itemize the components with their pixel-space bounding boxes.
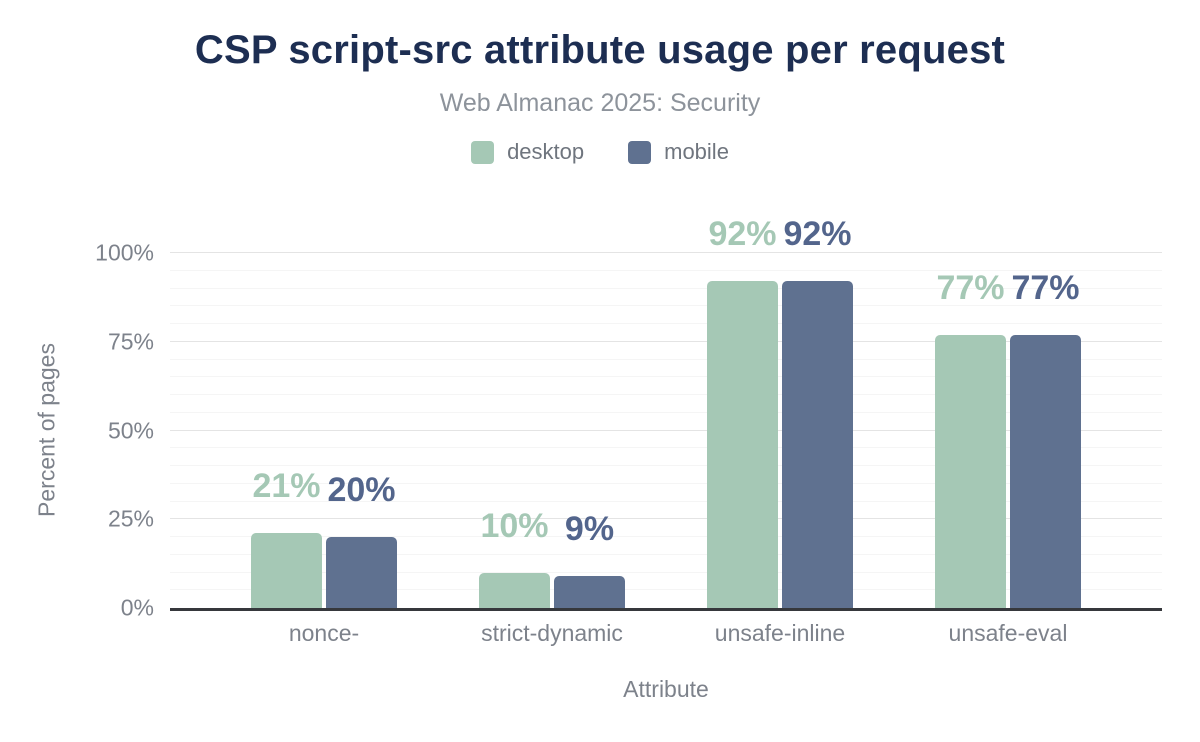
legend-item-desktop[interactable]: desktop [471,139,584,165]
desktop-bar[interactable]: 77% [935,271,1006,608]
plot-area: 21% 20% nonce- 10% 9% strict-dynamic 92% 92% uns… [170,217,1162,646]
y-tick-label: 25% [107,505,154,532]
desktop-value-label: 77% [936,268,1005,307]
bar-pair: 21% 20% [251,469,397,608]
minor-gridline [170,376,1162,378]
minor-gridline [170,287,1162,289]
legend-label-desktop: desktop [507,139,585,164]
bar-group-nonce-: 21% 20% nonce- [210,253,438,646]
minor-gridline [170,589,1162,591]
bar-group-strict-dynamic: 10% 9% strict-dynamic [438,253,666,646]
minor-gridline [170,323,1162,324]
mobile-swatch-icon [628,140,652,164]
bar-groups: 21% 20% nonce- 10% 9% strict-dynamic 92% 92% uns… [170,217,1162,646]
bar-group-unsafe-eval: 77% 77% unsafe-eval [894,253,1122,646]
x-tick-label: unsafe-eval [948,620,1068,646]
y-tick-label: 75% [107,328,154,355]
minor-gridline [170,482,1162,484]
major-gridline [170,252,1162,253]
minor-gridline [170,411,1162,413]
desktop-value-label: 21% [252,467,321,506]
x-tick-label: unsafe-inline [714,620,846,646]
minor-gridline [170,394,1162,395]
major-gridline [170,340,1162,342]
legend-label-mobile: mobile [664,139,729,164]
mobile-value-label: 77% [1011,268,1080,307]
minor-gridline [170,465,1162,466]
desktop-value-label: 92% [708,215,777,254]
minor-gridline [170,269,1162,271]
minor-gridline [170,358,1162,360]
desktop-value-label: 10% [480,506,549,545]
minor-gridline [170,536,1162,537]
minor-gridline [170,447,1162,449]
mobile-bar[interactable]: 9% [554,512,625,608]
bar-group-unsafe-inline: 92% 92% unsafe-inline [666,217,894,646]
x-tick-label: nonce- [288,620,360,646]
bar-pair: 10% 9% [479,509,625,608]
chart-subtitle: Web Almanac 2025: Security [439,89,761,117]
minor-gridline [170,305,1162,307]
mobile-value-label: 20% [327,471,396,509]
desktop-bar[interactable]: 10% [479,509,550,608]
chart-title: CSP script-src attribute usage per reque… [194,28,1006,72]
major-gridline [170,518,1162,520]
y-tick-label: 0% [120,594,154,621]
desktop-swatch-icon [471,140,495,164]
mobile-value-label: 92% [783,215,852,254]
mobile-bar[interactable]: 92% [782,217,853,608]
mobile-bar[interactable]: 20% [326,473,397,608]
y-tick-label: 100% [95,239,154,266]
mobile-value-label: 9% [564,510,615,549]
major-gridline [170,429,1162,431]
legend: desktop mobile [0,139,1200,165]
desktop-bar[interactable]: 92% [707,217,778,608]
bar-pair: 92% 92% [707,217,853,608]
desktop-bar[interactable]: 21% [251,469,322,608]
y-axis-title: Percent of pages [33,343,60,517]
x-axis-title: Attribute [623,676,709,702]
minor-gridline [170,500,1162,502]
bar-pair: 77% 77% [935,271,1081,608]
minor-gridline [170,553,1162,555]
mobile-bar[interactable]: 77% [1010,271,1081,608]
legend-item-mobile[interactable]: mobile [628,139,729,165]
y-tick-label: 50% [107,417,154,443]
y-axis-ticks: 0% 25% 50% 75% 100% [58,240,154,621]
minor-gridline [170,571,1162,573]
x-tick-label: strict-dynamic [481,620,623,646]
